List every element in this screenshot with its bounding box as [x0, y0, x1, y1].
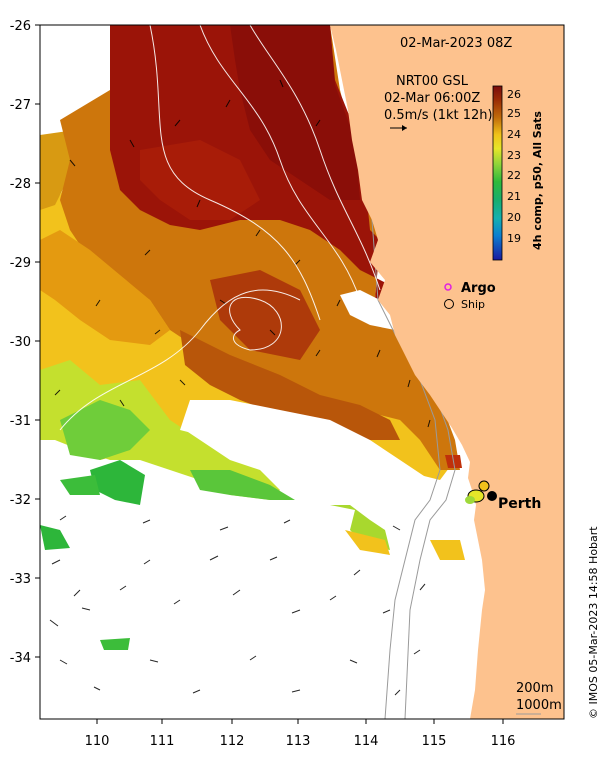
scale-arrow-icon: [390, 125, 407, 131]
y-axis-labels: -26 -27 -28 -29 -30 -31 -32 -33 -34: [10, 19, 31, 666]
credit-text: © IMOS 05-Mar-2023 14:58 Hobart: [587, 526, 600, 719]
land-mass-north-tip: [360, 25, 380, 45]
colorbar-tick: 25: [507, 107, 521, 120]
x-tick-label: 115: [422, 734, 447, 749]
x-axis-labels: 110 111 112 113 114 115 116: [85, 734, 516, 749]
ssh-contours: [59, 25, 381, 431]
x-tick-label: 116: [491, 734, 516, 749]
colorbar-labels: 26 25 24 23 22 21 20 19: [507, 88, 521, 245]
ship-marker-icon: [444, 299, 454, 309]
x-tick-label: 111: [150, 734, 175, 749]
y-tick-label: -26: [10, 19, 31, 34]
map-plot-area: [40, 25, 564, 719]
colorbar-tick: 26: [507, 88, 521, 101]
x-tick-label: 112: [220, 734, 245, 749]
y-tick-label: -30: [10, 335, 31, 350]
legend: Argo Ship: [444, 281, 496, 311]
y-tick-label: -33: [10, 572, 31, 587]
y-tick-label: -27: [10, 98, 31, 113]
land-mass: [330, 25, 564, 719]
product-line-1: NRT00 GSL: [396, 74, 469, 89]
colorbar-tick: 21: [507, 190, 521, 203]
map-title: 02-Mar-2023 08Z: [400, 36, 512, 51]
current-vectors: [49, 79, 431, 696]
colorbar-tick: 20: [507, 211, 521, 224]
map-frame: [39, 24, 565, 720]
x-axis-ticks: [96, 719, 504, 724]
colorbar: [492, 85, 503, 261]
ship-label: Ship: [461, 298, 485, 311]
depth-legend: 200m 1000m: [516, 681, 562, 715]
y-tick-label: -28: [10, 177, 31, 192]
depth-legend-1000m: 1000m: [516, 698, 562, 713]
argo-label: Argo: [461, 281, 496, 296]
y-tick-label: -34: [10, 651, 31, 666]
x-tick-label: 113: [286, 734, 311, 749]
x-tick-label: 110: [85, 734, 110, 749]
depth-legend-200m: 200m: [516, 681, 553, 696]
colorbar-tick: 19: [507, 232, 521, 245]
product-line-3: 0.5m/s (1kt 12h): [384, 108, 493, 123]
y-tick-label: -32: [10, 493, 31, 508]
perth-coastal-spots: [465, 480, 490, 504]
sst-field: [40, 25, 465, 650]
colorbar-tick: 23: [507, 149, 521, 162]
x-tick-label: 114: [354, 734, 379, 749]
colorbar-title: 4h comp, p50, All Sats: [531, 111, 544, 250]
city-label-perth: Perth: [498, 496, 541, 512]
colorbar-tick: 22: [507, 169, 521, 182]
y-axis-ticks: [35, 24, 40, 658]
perth-marker: [487, 491, 497, 501]
argo-marker-icon: [444, 283, 452, 291]
colorbar-tick: 24: [507, 128, 521, 141]
y-tick-label: -29: [10, 256, 31, 271]
y-tick-label: -31: [10, 414, 31, 429]
product-line-2: 02-Mar 06:00Z: [384, 91, 480, 106]
